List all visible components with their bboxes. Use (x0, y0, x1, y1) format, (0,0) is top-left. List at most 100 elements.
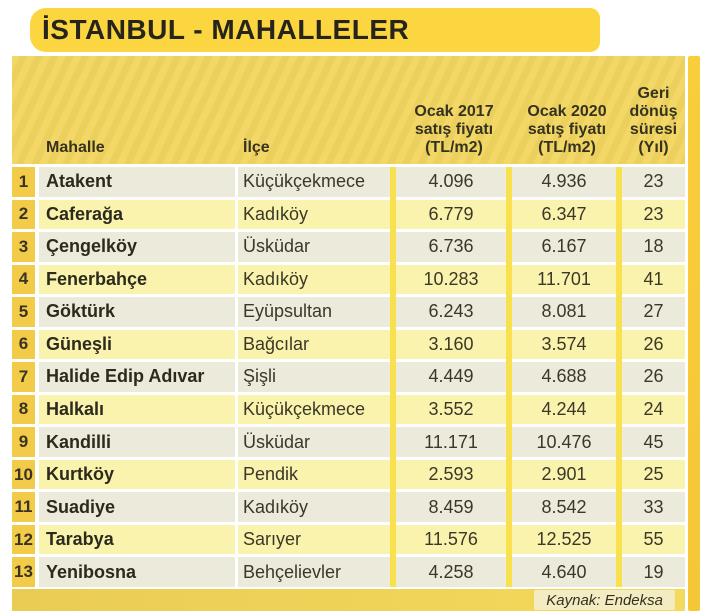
payback-cell: 26 (622, 329, 685, 360)
payback-cell: 23 (622, 199, 685, 230)
rank-cell: 8 (12, 394, 35, 425)
price-2017-cell: 11.171 (396, 427, 506, 457)
price-2017-cell: 6.779 (396, 199, 506, 230)
price-2020-cell: 10.476 (512, 427, 616, 457)
price-2017-cell: 8.459 (396, 492, 506, 522)
rank-cell: 6 (12, 329, 35, 360)
price-2017-cell: 4.096 (396, 167, 506, 197)
payback-cell: 27 (622, 297, 685, 327)
price-2020-cell: 4.244 (512, 394, 616, 425)
payback-cell: 55 (622, 524, 685, 555)
rank-cell: 13 (12, 557, 35, 587)
ilce-cell: Behçelievler (238, 557, 390, 587)
ilce-cell: Eyüpsultan (238, 297, 390, 327)
mahalle-cell: Kandilli (39, 427, 235, 457)
payback-cell: 24 (622, 394, 685, 425)
price-2017-cell: 4.258 (396, 557, 506, 587)
header-mahalle: Mahalle (46, 139, 105, 157)
payback-cell: 25 (622, 459, 685, 490)
rank-cell: 12 (12, 524, 35, 555)
payback-cell: 26 (622, 362, 685, 392)
ilce-cell: Üsküdar (238, 232, 390, 262)
page-title: İSTANBUL - MAHALLELER (30, 8, 600, 52)
rank-cell: 11 (12, 492, 35, 522)
table-row: 2 Caferağa Kadıköy 6.779 6.347 23 (12, 199, 685, 230)
rank-cell: 1 (12, 167, 35, 197)
table-row: 4 Fenerbahçe Kadıköy 10.283 11.701 41 (12, 264, 685, 295)
price-2020-cell: 2.901 (512, 459, 616, 490)
header-price-2020: Ocak 2020 satış fiyatı (TL/m2) (527, 103, 607, 157)
table-row: 7 Halide Edip Adıvar Şişli 4.449 4.688 26 (12, 362, 685, 392)
mahalle-cell: Yenibosna (39, 557, 235, 587)
header-payback: Geri dönüş süresi (Yıl) (629, 85, 678, 157)
ilce-cell: Kadıköy (238, 492, 390, 522)
price-2020-cell: 6.167 (512, 232, 616, 262)
payback-cell: 45 (622, 427, 685, 457)
ilce-cell: Kadıköy (238, 264, 390, 295)
table-row: 9 Kandilli Üsküdar 11.171 10.476 45 (12, 427, 685, 457)
price-2017-cell: 3.552 (396, 394, 506, 425)
price-2020-cell: 8.081 (512, 297, 616, 327)
table-content: Mahalle İlçe Ocak 2017 satış fiyatı (TL/… (12, 56, 685, 611)
table-row: 11 Suadiye Kadıköy 8.459 8.542 33 (12, 492, 685, 522)
mahalle-cell: Halkalı (39, 394, 235, 425)
price-2017-cell: 3.160 (396, 329, 506, 360)
price-2017-cell: 4.449 (396, 362, 506, 392)
footer-bar: Kaynak: Endeksa (12, 589, 685, 611)
rank-cell: 3 (12, 232, 35, 262)
price-2020-cell: 6.347 (512, 199, 616, 230)
ilce-cell: Kadıköy (238, 199, 390, 230)
price-2017-cell: 6.243 (396, 297, 506, 327)
ilce-cell: Üsküdar (238, 427, 390, 457)
column-separator (616, 167, 622, 587)
price-2017-cell: 2.593 (396, 459, 506, 490)
price-2020-cell: 4.936 (512, 167, 616, 197)
price-2017-cell: 11.576 (396, 524, 506, 555)
column-separator (506, 167, 512, 587)
column-separator (390, 167, 396, 587)
mahalle-cell: Güneşli (39, 329, 235, 360)
mahalle-cell: Suadiye (39, 492, 235, 522)
page-title-text: İSTANBUL - MAHALLELER (42, 14, 410, 45)
ilce-cell: Bağcılar (238, 329, 390, 360)
price-2017-cell: 10.283 (396, 264, 506, 295)
rank-cell: 5 (12, 297, 35, 327)
payback-cell: 19 (622, 557, 685, 587)
payback-cell: 23 (622, 167, 685, 197)
ilce-cell: Şişli (238, 362, 390, 392)
source-note: Kaynak: Endeksa (534, 590, 675, 610)
rank-cell: 9 (12, 427, 35, 457)
right-edge-strip (688, 56, 700, 611)
table-row: 6 Güneşli Bağcılar 3.160 3.574 26 (12, 329, 685, 360)
table-row: 1 Atakent Küçükçekmece 4.096 4.936 23 (12, 167, 685, 197)
ilce-cell: Küçükçekmece (238, 167, 390, 197)
table-rows: 1 Atakent Küçükçekmece 4.096 4.936 23 2 Caferağ… (12, 167, 685, 587)
table-row: 10 Kurtköy Pendik 2.593 2.901 25 (12, 459, 685, 490)
payback-cell: 41 (622, 264, 685, 295)
table-header: Mahalle İlçe Ocak 2017 satış fiyatı (TL/… (12, 56, 685, 164)
price-2020-cell: 8.542 (512, 492, 616, 522)
ilce-cell: Küçükçekmece (238, 394, 390, 425)
price-2020-cell: 4.688 (512, 362, 616, 392)
price-2020-cell: 3.574 (512, 329, 616, 360)
mahalle-cell: Tarabya (39, 524, 235, 555)
table-row: 5 Göktürk Eyüpsultan 6.243 8.081 27 (12, 297, 685, 327)
header-ilce: İlçe (243, 139, 270, 157)
table-row: 8 Halkalı Küçükçekmece 3.552 4.244 24 (12, 394, 685, 425)
mahalle-cell: Halide Edip Adıvar (39, 362, 235, 392)
table-row: 3 Çengelköy Üsküdar 6.736 6.167 18 (12, 232, 685, 262)
mahalle-cell: Atakent (39, 167, 235, 197)
price-2020-cell: 4.640 (512, 557, 616, 587)
ilce-cell: Sarıyer (238, 524, 390, 555)
price-2020-cell: 11.701 (512, 264, 616, 295)
mahalle-cell: Göktürk (39, 297, 235, 327)
table-card: Mahalle İlçe Ocak 2017 satış fiyatı (TL/… (10, 56, 700, 611)
price-2020-cell: 12.525 (512, 524, 616, 555)
mahalle-cell: Caferağa (39, 199, 235, 230)
rank-cell: 7 (12, 362, 35, 392)
mahalle-cell: Fenerbahçe (39, 264, 235, 295)
table-row: 12 Tarabya Sarıyer 11.576 12.525 55 (12, 524, 685, 555)
ilce-cell: Pendik (238, 459, 390, 490)
rank-cell: 2 (12, 199, 35, 230)
table-row: 13 Yenibosna Behçelievler 4.258 4.640 19 (12, 557, 685, 587)
